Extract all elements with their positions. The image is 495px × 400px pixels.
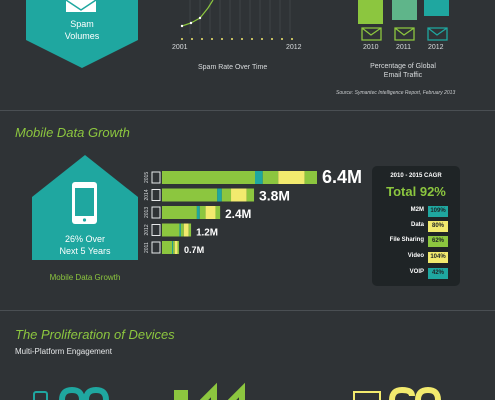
- source-note: Source: Symantec Intelligence Report, Fe…: [336, 90, 456, 96]
- bar-segment: [262, 171, 279, 184]
- bar-segment: [162, 206, 197, 219]
- bar-device-icon: [151, 206, 161, 219]
- cagr-row-label: File Sharing: [389, 237, 424, 243]
- bar-year-label: 2013: [144, 207, 150, 218]
- bar-segment: [196, 206, 200, 219]
- bar-segment: [174, 241, 178, 254]
- bar-year-label: 2012: [144, 224, 150, 235]
- bar-segment: [162, 223, 180, 237]
- spam-x-start: 2001: [172, 44, 188, 51]
- bar-device-icon: [151, 241, 161, 254]
- cagr-total: Total 92%: [386, 184, 446, 199]
- bar-segment: [177, 241, 179, 254]
- devices-row-cropped: [33, 382, 441, 400]
- envelope-icon: [65, 0, 97, 12]
- bar-segment: [221, 188, 232, 202]
- bar-segment: [199, 206, 206, 219]
- device-count-digits-cropped: [199, 382, 245, 400]
- cagr-row-label: Data: [410, 222, 424, 228]
- cagr-row-value: 42%: [428, 268, 448, 279]
- cagr-panel: 2010 - 2015 CAGR Total 92% M2M 109% Data…: [372, 166, 460, 286]
- top-graphics: [26, 0, 449, 68]
- cagr-row-label: M2M: [410, 207, 424, 213]
- divider: [0, 110, 495, 111]
- traffic-caption-line2: Email Traffic: [383, 72, 423, 79]
- bar-segment: [231, 188, 247, 202]
- bar-value-label: 6.4M: [322, 167, 362, 187]
- bar-segment: [173, 241, 175, 254]
- cagr-row-value: 109%: [428, 206, 448, 217]
- bar-year-label: 2015: [144, 172, 150, 183]
- cagr-row: VOIP 42%: [372, 268, 460, 280]
- cagr-title: 2010 - 2015 CAGR: [390, 173, 442, 179]
- mobile-badge: [32, 155, 138, 260]
- section-heading-devices: The Proliferation of Devices: [15, 327, 175, 342]
- badge-text: 26% Over Next 5 Years: [32, 233, 138, 257]
- cagr-row: Video 104%: [372, 252, 460, 264]
- bar-segment: [188, 223, 192, 237]
- bar-segment: [162, 171, 255, 184]
- traffic-year: 2012: [428, 44, 444, 51]
- badge-caption: Mobile Data Growth: [49, 273, 121, 282]
- traffic-caption: Percentage of Global Email Traffic: [348, 62, 458, 80]
- devices-subheading: Multi-Platform Engagement: [15, 347, 112, 356]
- cagr-row-value: 80%: [428, 221, 448, 232]
- bar-device-icon: [151, 171, 161, 184]
- bar-device-icon: [151, 189, 161, 201]
- spam-label-line1: Spam: [70, 19, 94, 29]
- spam-label-line2: Volumes: [64, 31, 100, 41]
- device-count-digits-cropped: [59, 386, 109, 400]
- bar-year-label: 2014: [144, 189, 150, 200]
- cagr-row: Data 80%: [372, 221, 460, 233]
- badge-line1: 26% Over: [64, 234, 106, 244]
- cagr-row: File Sharing 62%: [372, 236, 460, 248]
- bar-value-label: 2.4M: [225, 207, 251, 221]
- cagr-row-label: Video: [407, 253, 424, 259]
- spam-badge-shape: [26, 0, 138, 68]
- bar-segment: [172, 241, 174, 254]
- email-traffic-bars: [358, 0, 449, 41]
- smartphone-icon: [72, 182, 97, 224]
- bar-device-icon: [151, 224, 161, 236]
- watch-icon: [33, 391, 48, 400]
- tablet-icon: [353, 391, 381, 400]
- bar-segment: [183, 223, 189, 237]
- bar-segment: [162, 241, 173, 254]
- cagr-row-label: VOIP: [409, 269, 424, 275]
- bar-segment: [180, 223, 184, 237]
- bar-segment: [205, 206, 216, 219]
- cagr-row-value: 104%: [428, 252, 448, 263]
- bar-value-label: 1.2M: [196, 228, 218, 239]
- bar-segment: [179, 223, 181, 237]
- spam-chart-caption: Spam Rate Over Time: [198, 64, 268, 71]
- bar-segment: [246, 188, 255, 202]
- traffic-year: 2010: [363, 44, 379, 51]
- device-count-digits-cropped: [389, 386, 441, 400]
- cagr-row: M2M 109%: [372, 206, 460, 218]
- bar-segment: [215, 206, 221, 219]
- cagr-row-value: 62%: [428, 236, 448, 247]
- traffic-caption-line1: Percentage of Global: [370, 63, 436, 70]
- divider: [0, 310, 495, 311]
- bar-segment: [217, 188, 222, 202]
- spam-volumes-label: Spam Volumes: [60, 18, 104, 42]
- traffic-year: 2011: [396, 44, 412, 51]
- bar-segment: [304, 171, 317, 184]
- badge-line2: Next 5 Years: [59, 246, 111, 256]
- section-heading-mobile: Mobile Data Growth: [15, 125, 130, 140]
- bar-value-label: 3.8M: [259, 188, 290, 204]
- mobile-data-chart: 2015 6.4M 2014 3.8M 2013 2.4M 2012 1.2M 2011 0.7M: [144, 167, 362, 255]
- spam-rate-chart: [180, 0, 293, 40]
- phone-icon: [174, 390, 188, 400]
- bar-segment: [162, 188, 218, 202]
- bar-value-label: 0.7M: [184, 245, 204, 255]
- bar-year-label: 2011: [144, 242, 150, 253]
- bar-segment: [278, 171, 305, 184]
- spam-x-end: 2012: [286, 44, 302, 51]
- bar-segment: [255, 171, 263, 184]
